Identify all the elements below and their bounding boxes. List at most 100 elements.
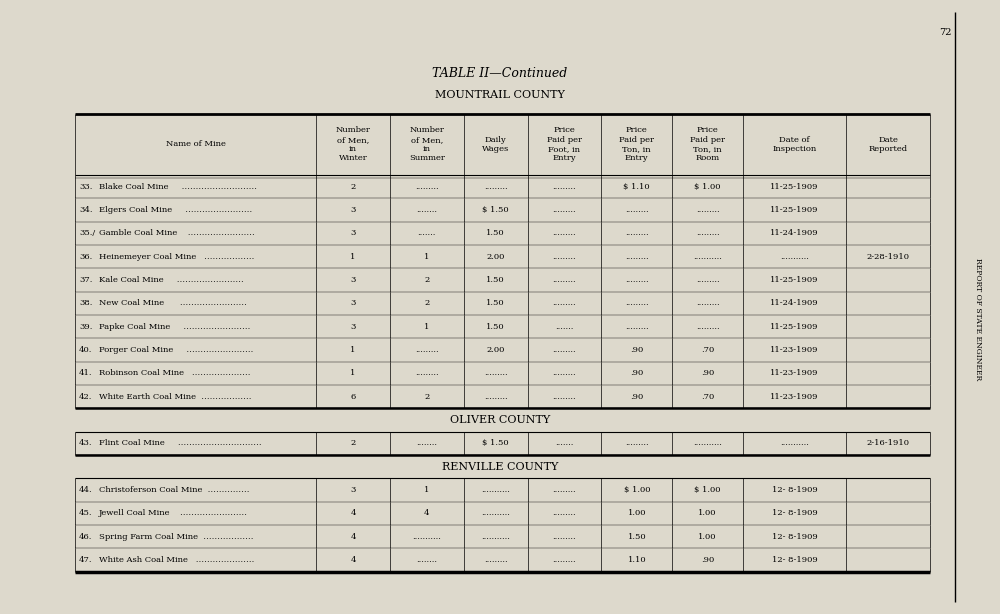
Text: .........: ......... xyxy=(553,299,576,308)
Text: ...........: ........... xyxy=(780,252,809,261)
Text: 4: 4 xyxy=(424,509,429,518)
Text: 3: 3 xyxy=(350,206,356,214)
Text: .........: ......... xyxy=(415,182,439,191)
Text: 1.50: 1.50 xyxy=(627,532,646,541)
Text: .........: ......... xyxy=(553,392,576,401)
Text: 45.: 45. xyxy=(79,509,92,518)
Text: 38.: 38. xyxy=(79,299,92,308)
Text: ........: ........ xyxy=(416,206,437,214)
Text: Number
of Men,
in
Summer: Number of Men, in Summer xyxy=(409,126,445,162)
Text: $ 1.50: $ 1.50 xyxy=(482,206,509,214)
Text: 1.50: 1.50 xyxy=(486,322,505,331)
Text: ...........: ........... xyxy=(780,439,809,448)
Text: Price
Paid per
Ton, in
Entry: Price Paid per Ton, in Entry xyxy=(619,126,654,162)
Text: 1.50: 1.50 xyxy=(486,299,505,308)
Text: .........: ......... xyxy=(625,439,649,448)
Text: 37.: 37. xyxy=(79,276,92,284)
Text: ...........: ........... xyxy=(693,252,722,261)
Text: Spring Farm Coal Mine  ………………: Spring Farm Coal Mine ……………… xyxy=(99,532,254,541)
Text: 4: 4 xyxy=(350,532,356,541)
Text: .........: ......... xyxy=(553,346,576,354)
Text: 12- 8-1909: 12- 8-1909 xyxy=(772,556,818,564)
Text: Elgers Coal Mine     ……………………: Elgers Coal Mine …………………… xyxy=(99,206,252,214)
Text: Date of
Inspection: Date of Inspection xyxy=(773,136,817,153)
Text: .........: ......... xyxy=(553,276,576,284)
Text: .90: .90 xyxy=(701,556,714,564)
Text: .........: ......... xyxy=(484,556,507,564)
Text: .........: ......... xyxy=(553,486,576,494)
Text: Gamble Coal Mine    ……………………: Gamble Coal Mine …………………… xyxy=(99,229,255,238)
Text: 33.: 33. xyxy=(79,182,92,191)
Text: 40.: 40. xyxy=(79,346,92,354)
Text: Heinemeyer Coal Mine   ………………: Heinemeyer Coal Mine ……………… xyxy=(99,252,254,261)
Text: .........: ......... xyxy=(625,299,649,308)
Text: 1.00: 1.00 xyxy=(628,509,646,518)
Text: 1: 1 xyxy=(424,252,429,261)
Text: .........: ......... xyxy=(696,229,719,238)
Text: .90: .90 xyxy=(630,392,643,401)
Text: $ 1.00: $ 1.00 xyxy=(624,486,650,494)
Text: Robinson Coal Mine   …………………: Robinson Coal Mine ………………… xyxy=(99,369,250,378)
Text: 11-23-1909: 11-23-1909 xyxy=(770,392,819,401)
Text: 3: 3 xyxy=(350,486,356,494)
Text: 2: 2 xyxy=(424,276,429,284)
Text: OLIVER COUNTY: OLIVER COUNTY xyxy=(450,415,550,425)
Text: Papke Coal Mine     ……………………: Papke Coal Mine …………………… xyxy=(99,322,250,331)
Text: 3: 3 xyxy=(350,229,356,238)
Text: ........: ........ xyxy=(416,439,437,448)
Text: .........: ......... xyxy=(553,229,576,238)
Text: .........: ......... xyxy=(553,369,576,378)
Text: 34.: 34. xyxy=(79,206,92,214)
Text: ...........: ........... xyxy=(481,532,510,541)
Text: Date
Reported: Date Reported xyxy=(869,136,908,153)
Text: 3: 3 xyxy=(350,276,356,284)
Text: .90: .90 xyxy=(630,369,643,378)
Text: .90: .90 xyxy=(630,346,643,354)
Text: Price
Paid per
Foot, in
Entry: Price Paid per Foot, in Entry xyxy=(547,126,582,162)
Text: Number
of Men,
in
Winter: Number of Men, in Winter xyxy=(336,126,370,162)
Text: ...........: ........... xyxy=(412,532,441,541)
Text: 1: 1 xyxy=(424,486,429,494)
Text: Blake Coal Mine     ………………………: Blake Coal Mine ……………………… xyxy=(99,182,257,191)
Text: 11-25-1909: 11-25-1909 xyxy=(770,322,819,331)
Text: White Earth Coal Mine  ………………: White Earth Coal Mine ……………… xyxy=(99,392,252,401)
Text: 1.50: 1.50 xyxy=(486,276,505,284)
Text: .........: ......... xyxy=(484,182,507,191)
Text: REPORT OF STATE ENGINEER: REPORT OF STATE ENGINEER xyxy=(974,258,982,381)
Text: $ 1.00: $ 1.00 xyxy=(694,486,721,494)
Text: .70: .70 xyxy=(701,346,714,354)
Text: 2.00: 2.00 xyxy=(486,346,505,354)
Text: .........: ......... xyxy=(553,252,576,261)
Text: Price
Paid per
Ton, in
Room: Price Paid per Ton, in Room xyxy=(690,126,725,162)
Text: TABLE II—Continued: TABLE II—Continued xyxy=(432,67,568,80)
Text: ...........: ........... xyxy=(481,486,510,494)
Text: .........: ......... xyxy=(415,369,439,378)
Text: .........: ......... xyxy=(625,276,649,284)
Text: 11-25-1909: 11-25-1909 xyxy=(770,182,819,191)
Text: 2-16-1910: 2-16-1910 xyxy=(867,439,910,448)
Text: $ 1.00: $ 1.00 xyxy=(694,182,721,191)
Text: 3: 3 xyxy=(350,299,356,308)
Text: $ 1.10: $ 1.10 xyxy=(623,182,650,191)
Text: 1: 1 xyxy=(424,322,429,331)
Text: 2: 2 xyxy=(424,299,429,308)
Text: 11-23-1909: 11-23-1909 xyxy=(770,346,819,354)
Text: .........: ......... xyxy=(553,509,576,518)
Text: .........: ......... xyxy=(553,206,576,214)
Text: 12- 8-1909: 12- 8-1909 xyxy=(772,486,818,494)
Text: Porger Coal Mine     ……………………: Porger Coal Mine …………………… xyxy=(99,346,253,354)
Text: 6: 6 xyxy=(350,392,356,401)
Text: 11-24-1909: 11-24-1909 xyxy=(770,299,819,308)
Text: 46.: 46. xyxy=(79,532,92,541)
Text: .......: ....... xyxy=(555,439,574,448)
Text: 11-25-1909: 11-25-1909 xyxy=(770,276,819,284)
Text: New Coal Mine      ……………………: New Coal Mine …………………… xyxy=(99,299,247,308)
Text: .........: ......... xyxy=(696,206,719,214)
Text: Flint Coal Mine     …………………………: Flint Coal Mine ………………………… xyxy=(99,439,262,448)
Text: 11-25-1909: 11-25-1909 xyxy=(770,206,819,214)
Text: .........: ......... xyxy=(696,276,719,284)
Text: Name of Mine: Name of Mine xyxy=(166,140,225,149)
Text: 12- 8-1909: 12- 8-1909 xyxy=(772,532,818,541)
Text: 1.00: 1.00 xyxy=(698,532,717,541)
Text: .........: ......... xyxy=(696,299,719,308)
